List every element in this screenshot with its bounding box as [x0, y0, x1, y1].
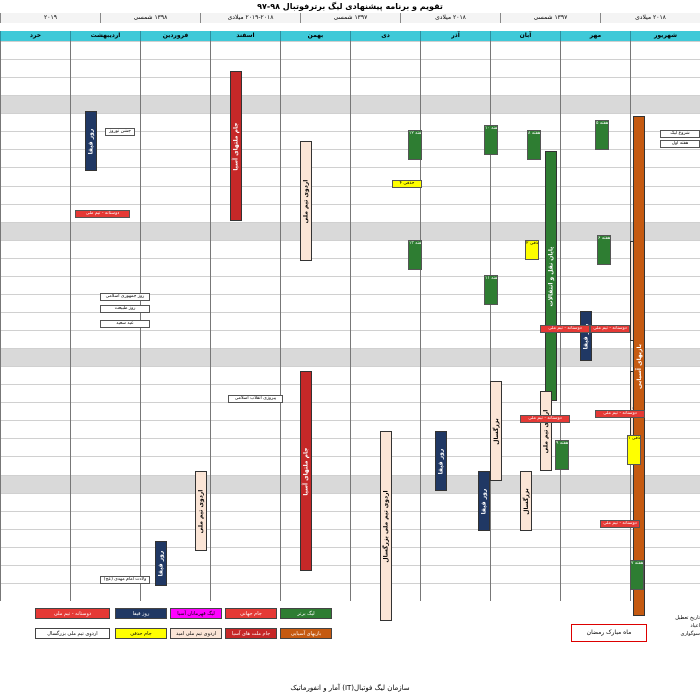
calendar-event: حذفی ۲: [525, 240, 539, 260]
year-header-segment: ۲۰۱۹: [0, 13, 100, 23]
month-header: فروردین: [140, 31, 210, 41]
calendar-event: دوستانه - تیم ملی: [540, 325, 590, 333]
month-header: اردیبهشت: [70, 31, 140, 41]
month-header: آذر: [420, 31, 490, 41]
vertical-event: روز فیفا: [155, 541, 167, 586]
vertical-event-label: بزرگسال: [492, 417, 500, 445]
vertical-event: بزرگسال: [490, 381, 502, 481]
column-divider: [0, 41, 1, 601]
legend-league: لیگ برتر: [280, 608, 332, 619]
calendar-event: شروع لیگ: [660, 130, 700, 138]
month-header-bar: شهریور مهر آبان آذر دی بهمن اسفند فروردین اردیبه…: [0, 31, 700, 41]
year-header-segment: ۱۳۹۸ شمسی: [100, 13, 200, 23]
vertical-event-label: روز فیفا: [437, 448, 445, 474]
column-divider: [420, 41, 421, 601]
calendar-event: روز طبیعت: [100, 305, 150, 313]
legend-side-holiday: اعیاد: [690, 623, 700, 629]
vertical-event: روز فیفا: [85, 111, 97, 171]
year-header-segment: ۱۳۹۷ شمسی: [300, 13, 400, 23]
footer: آمار و انفورماتیک (IT)سازمان لیگ فوتبال: [290, 684, 410, 692]
vertical-event: بزرگسال: [520, 471, 532, 531]
year-header-segment: ۲۰۱۸ میلادی: [600, 13, 700, 23]
month-header: دی: [350, 31, 420, 41]
vertical-event-label: پایان نقل و انتقالات: [547, 246, 555, 306]
vertical-event-label: روز فیفا: [157, 550, 165, 577]
calendar-event: هفته ۱۳: [408, 240, 422, 270]
legend-side-mourning: سوگواری: [680, 631, 700, 637]
calendar-event: دوستانه - تیم ملی: [75, 210, 130, 218]
vertical-event: روز فیفا: [435, 431, 447, 491]
legend-ramadan: ماه مبارک رمضان: [571, 624, 647, 642]
year-header-bar: ۲۰۱۸ میلادی ۱۳۹۷ شمسی ۲۰۱۸ میلادی ۱۳۹۷ شمسی…: [0, 13, 700, 23]
vertical-event-label: بزرگسال: [522, 487, 530, 515]
column-divider: [350, 41, 351, 601]
calendar-event: حذفی ۴: [392, 180, 422, 188]
legend-friendly: دوستانه - تیم ملی: [35, 608, 110, 619]
calendar-event: هفته ۱۱: [484, 275, 498, 305]
vertical-event: بازیهای آسیایی: [633, 116, 645, 616]
vertical-event-label: اردوی تیم ملی: [197, 489, 205, 533]
vertical-event-label: بازیهای آسیایی: [635, 343, 643, 389]
vertical-event-label: روز فیفا: [87, 128, 95, 154]
calendar-event: هفته ۱۲: [408, 130, 422, 160]
calendar-event: پیروزی انقلاب اسلامی: [228, 395, 283, 403]
calendar-event: هفته ۹: [555, 440, 569, 470]
calendar-event: دوستانه - تیم ملی: [595, 410, 645, 418]
vertical-event-label: اردوی تیم ملی بزرگسال: [382, 489, 390, 563]
month-header: بهمن: [280, 31, 350, 41]
vertical-event: روز فیفا: [580, 311, 592, 361]
page-title: تقویم و برنامه پیشنهادی لیگ برترفوتبال ۹…: [257, 2, 443, 11]
month-header: آبان: [490, 31, 560, 41]
calendar-event: روز جمهوری اسلامی: [100, 293, 150, 301]
calendar-event: دوستانه - تیم ملی: [590, 325, 630, 333]
calendar-event: دوستانه - تیم ملی: [520, 415, 570, 423]
calendar-event: هفته اول: [660, 140, 700, 148]
vertical-event: اردوی تیم ملی: [300, 141, 312, 261]
calendar-event: حذفی ۱: [627, 435, 641, 465]
month-header: اسفند: [210, 31, 280, 41]
month-header: مهر: [560, 31, 630, 41]
legend-olympic-camp: اردوی تیم ملی امید: [170, 628, 222, 639]
legend-fifa-days: روز فیفا: [115, 608, 167, 619]
vertical-event: اردوی تیم ملی بزرگسال: [380, 431, 392, 621]
column-divider: [560, 41, 561, 601]
legend-world-cup: جام جهانی: [225, 608, 277, 619]
legend-adult-camp: اردوی تیم ملی بزرگسال: [35, 628, 110, 639]
vertical-event: جام ملتهای آسیا: [230, 71, 242, 221]
legend-side-title: تاریخ تعطیل: [675, 615, 700, 621]
vertical-event-label: جام ملتهای آسیا: [302, 446, 310, 496]
column-divider: [70, 41, 71, 601]
vertical-event: اردوی تیم ملی: [195, 471, 207, 551]
month-header: خرد: [0, 31, 70, 41]
calendar-event: هفته ۸: [527, 130, 541, 160]
year-header-segment: ۲۰۱۹-۲۰۱۸ میلادی: [200, 13, 300, 23]
calendar-event: دوستانه - تیم ملی: [600, 520, 640, 528]
calendar-event: عید سعید: [100, 320, 150, 328]
calendar-event: هفته ۱۰: [484, 125, 498, 155]
legend-asian-games: بازیهای آسیایی: [280, 628, 332, 639]
year-header-segment: ۱۳۹۷ شمسی: [500, 13, 600, 23]
vertical-event-label: اردوی تیم ملی: [302, 179, 310, 223]
column-divider: [210, 41, 211, 601]
legend-holiday: جام حذفی: [115, 628, 167, 639]
legend-side: تاریخ تعطیل اعیاد سوگواری: [650, 614, 700, 638]
legend: لیگ برتر جام جهانی لیگ قهرمانان آسیا روز…: [30, 606, 690, 646]
legend-asia-league: لیگ قهرمانان آسیا: [170, 608, 222, 619]
vertical-event-label: روز فیفا: [480, 488, 488, 514]
vertical-event: پایان نقل و انتقالات: [545, 151, 557, 401]
calendar-event: جشن نوروز: [105, 128, 135, 136]
year-header-segment: ۲۰۱۸ میلادی: [400, 13, 500, 23]
month-header: شهریور: [630, 31, 700, 41]
column-divider: [490, 41, 491, 601]
calendar-event: هفته ۶: [597, 235, 611, 265]
vertical-event: جام ملتهای آسیا: [300, 371, 312, 571]
calendar-event: هفته ۵: [595, 120, 609, 150]
calendar-event: ولادت امام مهدی (عج): [100, 576, 150, 584]
vertical-event-label: جام ملتهای آسیا: [232, 121, 240, 171]
calendar-event: هفته ۷: [630, 560, 644, 590]
legend-asia-nations: جام ملت های آسیا: [225, 628, 277, 639]
vertical-event: روز فیفا: [478, 471, 490, 531]
column-divider: [280, 41, 281, 601]
vertical-event: اردوی تیم ملی: [540, 391, 552, 471]
